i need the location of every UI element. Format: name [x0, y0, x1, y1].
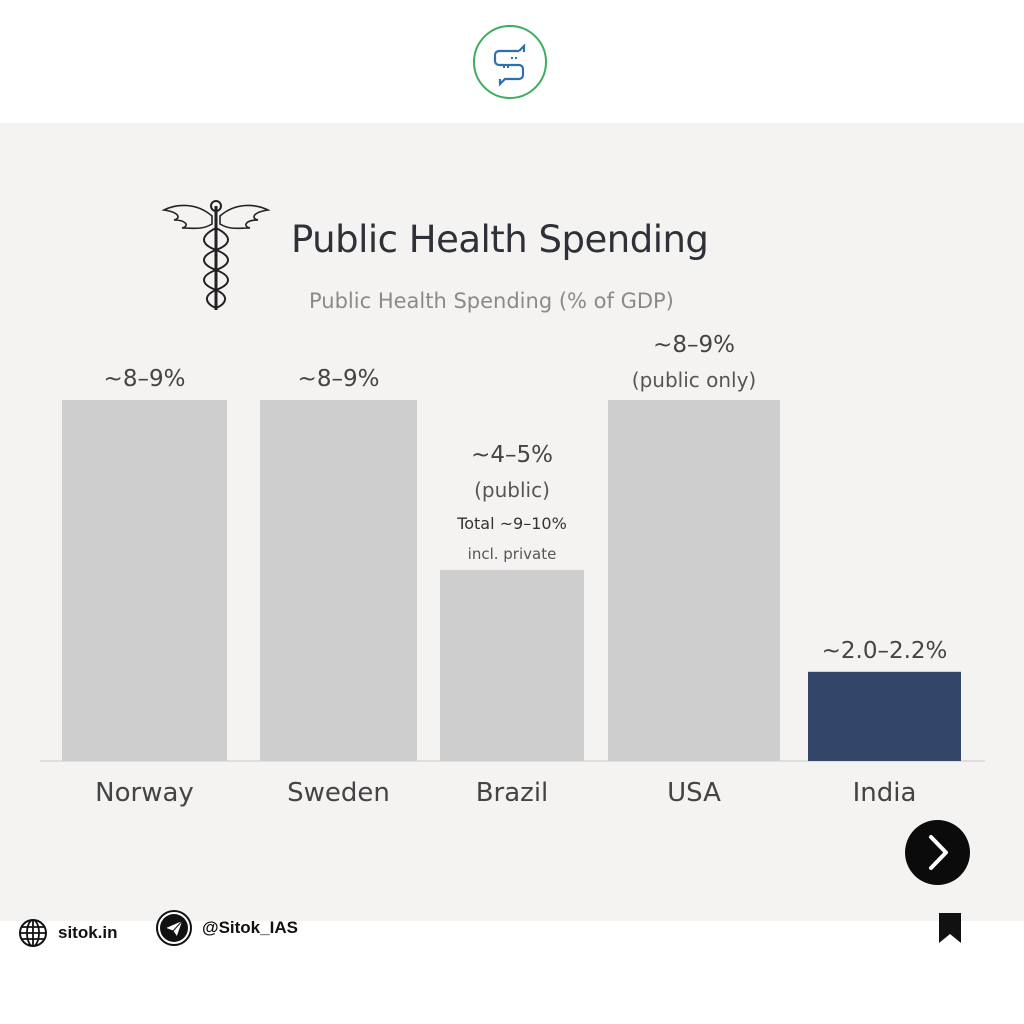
- globe-icon: [19, 919, 47, 947]
- telegram-handle: @Sitok_IAS: [202, 918, 298, 937]
- data-label: ~8–9%: [653, 332, 735, 358]
- bar-india: [808, 671, 961, 761]
- data-label: ~2.0–2.2%: [822, 638, 948, 664]
- x-tick-label: Norway: [95, 778, 194, 808]
- caduceus-icon: [161, 200, 271, 310]
- bar-norway: [62, 400, 227, 761]
- chart-title: Public Health Spending: [291, 218, 709, 261]
- x-tick-label: Sweden: [287, 778, 390, 808]
- bookmark-icon[interactable]: [938, 912, 962, 944]
- website-link[interactable]: sitok.in: [18, 918, 118, 948]
- next-button[interactable]: [905, 820, 970, 885]
- telegram-link[interactable]: @Sitok_IAS: [156, 910, 298, 946]
- data-label: ~8–9%: [298, 366, 380, 392]
- x-tick-label: USA: [667, 778, 721, 808]
- bar-sweden: [260, 400, 417, 761]
- data-label: ~4–5%: [471, 442, 553, 468]
- data-label: ~8–9%: [104, 366, 186, 392]
- chevron-right-icon: [929, 835, 948, 870]
- chat-bubbles-logo-icon: [493, 43, 526, 87]
- website-text: sitok.in: [58, 923, 118, 942]
- chart-subtitle: Public Health Spending (% of GDP): [309, 289, 674, 313]
- telegram-icon: [156, 910, 192, 946]
- logo: [473, 25, 547, 99]
- data-note: Total ~9–10%: [456, 514, 567, 533]
- data-sublabel: (public): [474, 478, 550, 502]
- x-tick-label: India: [853, 778, 917, 808]
- data-note: incl. private: [468, 545, 557, 563]
- bar-usa: [608, 400, 780, 761]
- data-sublabel: (public only): [632, 368, 756, 392]
- bar-brazil: [440, 569, 584, 761]
- x-tick-label: Brazil: [476, 778, 549, 808]
